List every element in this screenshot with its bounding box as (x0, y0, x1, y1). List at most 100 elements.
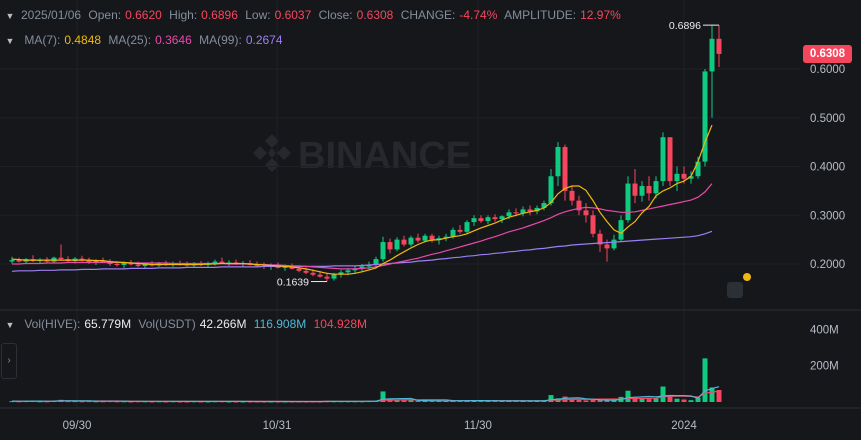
candle-body (58, 257, 64, 260)
volume-bar (415, 400, 421, 402)
candle-body (380, 242, 386, 260)
volume-bar (513, 400, 519, 402)
candle-body (660, 137, 666, 182)
price-tick-label: 0.5000 (810, 113, 845, 125)
candle-body (681, 173, 687, 179)
candle-body (16, 260, 22, 262)
candle-body (457, 229, 463, 232)
alert-icon[interactable] (727, 282, 743, 298)
chevron-down-icon[interactable]: ▼ (5, 320, 15, 330)
candle-body (632, 183, 638, 196)
price-axis: 0.6000 0.5000 0.4000 0.3000 0.2000 (810, 64, 845, 271)
volume-bar (548, 395, 554, 402)
time-tick-label: 2024 (671, 420, 697, 432)
volume-axis: 400M 200M (810, 324, 839, 372)
time-tick-label: 09/30 (63, 420, 92, 432)
amplitude-label: AMPLITUDE: (504, 8, 577, 22)
grid (0, 0, 800, 408)
price-tick-label: 0.2000 (810, 259, 845, 271)
price-tick-label: 0.6000 (810, 64, 845, 76)
volume-bar (583, 400, 589, 402)
candle-body (499, 216, 505, 220)
chevron-down-icon[interactable]: ▼ (5, 36, 15, 46)
candle-body (450, 229, 456, 237)
high-value: 0.6896 (201, 8, 238, 22)
volume-bar (485, 400, 491, 402)
ma-lines (11, 124, 713, 275)
volume-legend: ▼ Vol(HIVE): 65.779M Vol(USDT) 42.266M 116… (0, 317, 371, 331)
candle-body (310, 272, 316, 275)
high-marker-label: 0.6896 (669, 20, 701, 32)
candle-body (471, 218, 477, 223)
low-label: Low: (245, 8, 271, 22)
candle-body (513, 212, 519, 214)
volume-bar (163, 401, 169, 403)
candle-body (520, 209, 526, 214)
candle-body (324, 276, 330, 279)
price-tick-label: 0.3000 (810, 210, 845, 222)
candle-body (562, 147, 568, 191)
candle-body (219, 261, 225, 264)
candle-body (716, 38, 722, 54)
volume-bar (128, 401, 134, 403)
volume-bar (569, 399, 575, 402)
candle-body (478, 218, 484, 222)
candle-body (128, 263, 134, 265)
vol-ma1-value: 116.908M (253, 317, 307, 331)
volume-bar (667, 395, 673, 402)
candle-body (408, 237, 414, 245)
candle-body (359, 266, 365, 269)
candle-body (212, 261, 218, 264)
amplitude-value: 12.97% (580, 8, 621, 22)
candle-body (338, 272, 344, 275)
time-tick-label: 11/30 (464, 420, 492, 432)
watermark-text: BINANCE (298, 135, 471, 177)
chevron-down-icon[interactable]: ▼ (5, 11, 15, 21)
open-label: Open: (88, 8, 122, 22)
candle-body (401, 239, 407, 245)
volume-bar (457, 400, 463, 402)
markers: 0.6896 0.1639 (277, 20, 719, 289)
volume-bar (65, 401, 71, 403)
candle-body (387, 242, 393, 250)
volume-bar (681, 399, 687, 402)
vol-usdt-value: 42.266M (199, 317, 247, 331)
change-label: CHANGE: (400, 8, 456, 22)
candles (9, 25, 722, 282)
chevron-right-icon[interactable]: › (1, 343, 17, 379)
open-value: 0.6620 (125, 8, 162, 22)
volume-bar (716, 390, 722, 402)
ma99-label: MA(99): (199, 33, 242, 47)
legend-date: 2025/01/06 (21, 8, 82, 22)
volume-tick-label: 200M (810, 361, 839, 373)
vol-ma2-value: 104.928M (313, 317, 367, 331)
candle-body (695, 161, 701, 177)
volume-bar (79, 401, 85, 403)
candle-body (464, 222, 470, 232)
volume-bar (394, 400, 400, 402)
volume-bar (576, 399, 582, 402)
current-price-badge: 0.6308 (803, 45, 852, 63)
candle-body (541, 203, 547, 208)
high-label: High: (169, 8, 198, 22)
volume-bar (492, 400, 498, 402)
candle-body (9, 260, 15, 262)
volume-bar (436, 400, 442, 402)
candle-body (331, 274, 337, 279)
volume-bar (37, 401, 43, 403)
volume-bar (632, 397, 638, 402)
price-tick-label: 0.4000 (810, 162, 845, 174)
candle-body (618, 220, 624, 240)
volume-bar (688, 400, 694, 402)
vol-hive-label: Vol(HIVE): (24, 317, 81, 331)
volume-bar (408, 400, 414, 402)
change-value: -4.74% (459, 8, 498, 22)
ohlc-legend: ▼ 2025/01/06 Open: 0.6620 High: 0.6896 Low:… (0, 8, 625, 22)
candle-body (86, 260, 92, 263)
candle-body (611, 239, 617, 249)
candle-body (429, 235, 435, 241)
candle-body (492, 217, 498, 220)
candle-body (485, 217, 491, 222)
